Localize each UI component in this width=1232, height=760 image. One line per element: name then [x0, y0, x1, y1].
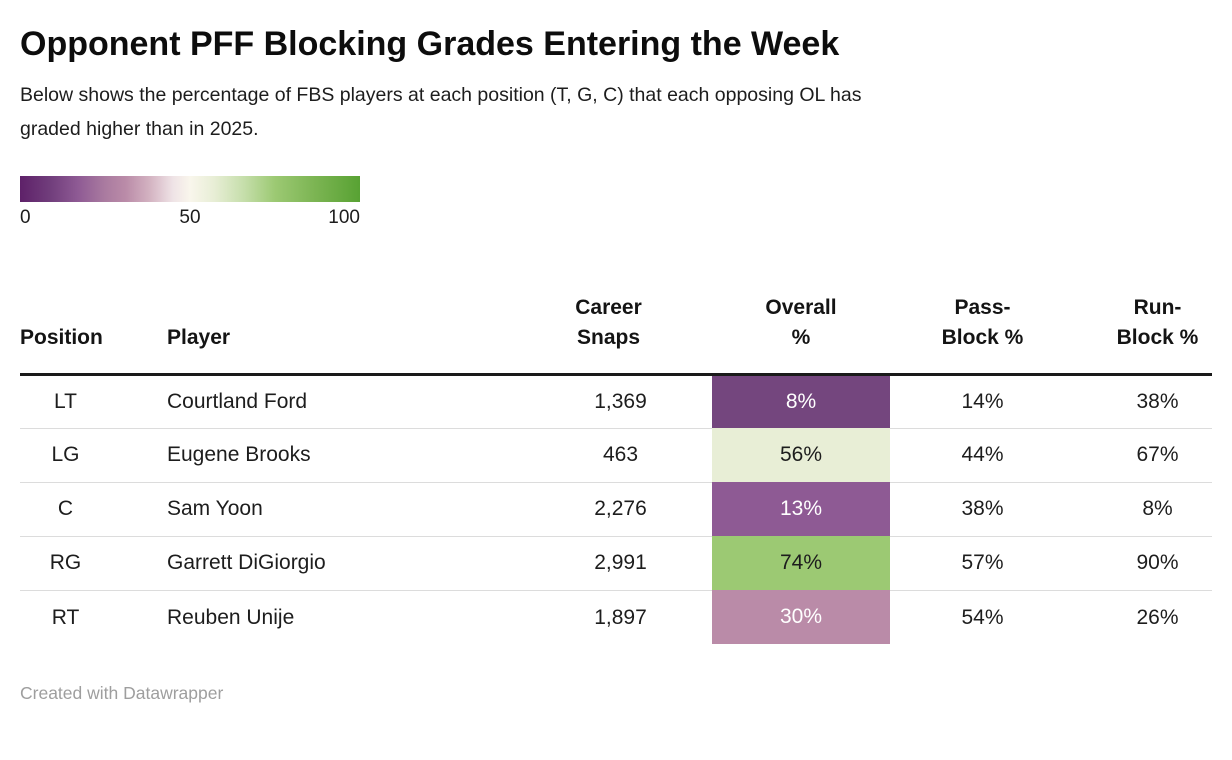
cell-overall-pct-heatmap: 74% [712, 536, 890, 591]
column-header-player: Player [155, 284, 505, 376]
cell-position: LT [20, 374, 155, 429]
cell-pass-block-pct: 14% [890, 374, 1075, 429]
legend-mid-label: 50 [179, 206, 201, 228]
chart-subtitle-line-1: Below shows the percentage of FBS player… [20, 83, 862, 106]
cell-run-block-pct: 38% [1075, 374, 1212, 429]
cell-overall-pct-heatmap: 8% [712, 374, 890, 429]
cell-pass-block-pct: 44% [890, 428, 1075, 483]
cell-run-block-pct: 90% [1075, 536, 1212, 591]
column-header-pass-block-pct-line-1: Pass- [954, 295, 1011, 319]
table-row: LG Eugene Brooks 463 56% 44% 67% [20, 428, 1212, 483]
column-header-position: Position [20, 284, 155, 376]
datawrapper-table-chart: Opponent PFF Blocking Grades Entering th… [0, 24, 1232, 704]
cell-career-snaps: 1,897 [594, 605, 647, 629]
table-body: LT Courtland Ford 1,369 8% 14% 38% LG Eu… [20, 374, 1212, 645]
cell-position: RG [20, 536, 155, 591]
color-gradient-bar [20, 175, 360, 202]
table-row: C Sam Yoon 2,276 13% 38% 8% [20, 482, 1212, 537]
cell-career-snaps: 463 [505, 428, 712, 483]
column-header-career-snaps: Career Snaps [505, 284, 712, 376]
cell-run-block-pct: 8% [1075, 482, 1212, 537]
chart-title: Opponent PFF Blocking Grades Entering th… [20, 25, 840, 63]
cell-overall-pct-heatmap: 30% [712, 590, 890, 645]
column-header-overall-pct-line-2: % [791, 325, 811, 349]
cell-pass-block-pct: 57% [890, 536, 1075, 591]
cell-player: Eugene Brooks [155, 428, 505, 483]
table-row: RG Garrett DiGiorgio 2,991 74% 57% 90% [20, 536, 1212, 591]
legend-max-label: 100 [328, 206, 360, 228]
column-header-run-block-pct-line-2: Block % [1116, 325, 1199, 349]
column-header-career-snaps-line-2: Snaps [576, 325, 641, 349]
cell-position: C [20, 482, 155, 537]
table-header: Position Player Career Snaps Overall % P… [20, 284, 1212, 376]
column-header-overall-pct-line-1: Overall [765, 295, 837, 319]
datawrapper-attribution-link[interactable]: Created with Datawrapper [20, 683, 224, 704]
column-header-run-block-pct-line-1: Run- [1133, 295, 1182, 319]
column-header-overall-pct: Overall % [712, 284, 890, 376]
cell-player: Garrett DiGiorgio [155, 536, 505, 591]
column-header-career-snaps-line-1: Career [575, 295, 642, 319]
color-scale-legend: 0 50 100 [20, 175, 360, 229]
cell-player: Courtland Ford [155, 374, 505, 429]
cell-pass-block-pct: 38% [890, 482, 1075, 537]
table-header-row: Position Player Career Snaps Overall % P… [20, 284, 1212, 376]
cell-career-snaps: 2,276 [505, 482, 712, 537]
blocking-grades-table: Position Player Career Snaps Overall % P… [20, 284, 1212, 645]
cell-career-snaps: 1,369 [505, 374, 712, 429]
cell-overall-pct-heatmap: 13% [712, 482, 890, 537]
cell-player: Reuben Unije [167, 605, 295, 629]
chart-subtitle-line-2: graded higher than in 2025. [20, 117, 259, 140]
table-row: LT Courtland Ford 1,369 8% 14% 38% [20, 374, 1212, 429]
cell-run-block-pct: 67% [1075, 428, 1212, 483]
column-header-pass-block-pct-line-2: Block % [941, 325, 1024, 349]
table-row: RT Reuben Unije 1,897 30% 54% 26% [20, 590, 1212, 645]
cell-run-block-pct: 26% [1136, 605, 1179, 629]
cell-pass-block-pct: 54% [961, 605, 1004, 629]
chart-subtitle: Below shows the percentage of FBS player… [20, 78, 1212, 146]
legend-min-label: 0 [20, 206, 31, 228]
cell-player: Sam Yoon [155, 482, 505, 537]
cell-overall-pct-heatmap: 56% [712, 428, 890, 483]
cell-position: LG [20, 428, 155, 483]
cell-position: RT [51, 605, 80, 629]
legend-axis-labels: 0 50 100 [20, 207, 360, 229]
column-header-run-block-pct: Run- Block % [1075, 284, 1212, 376]
cell-career-snaps: 2,991 [505, 536, 712, 591]
column-header-pass-block-pct: Pass- Block % [890, 284, 1075, 376]
